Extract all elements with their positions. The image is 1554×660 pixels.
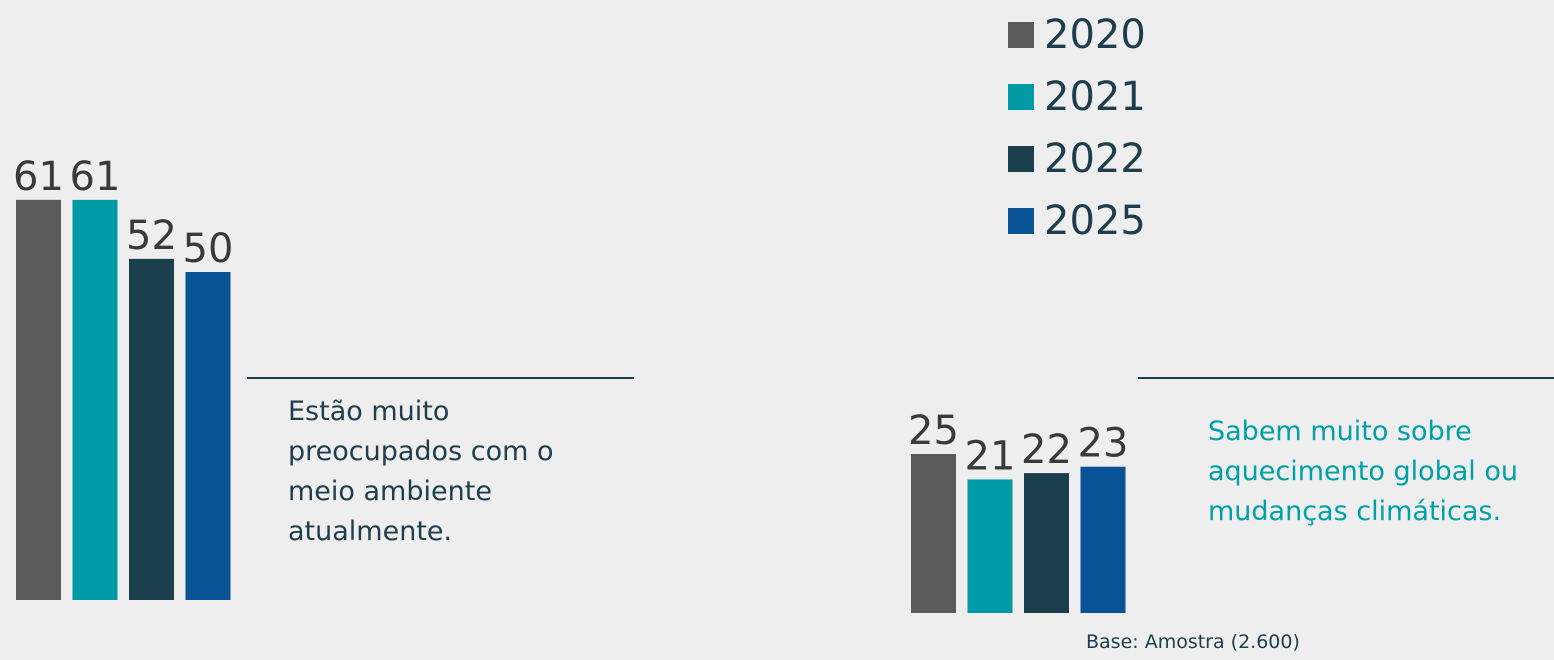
- divider-line-right: [1138, 377, 1554, 379]
- value-label-2-2020: 25: [908, 408, 959, 454]
- legend-swatch-2025: [1008, 208, 1034, 234]
- bar-2-2022: [1024, 473, 1069, 613]
- legend-swatch-2022: [1008, 146, 1034, 172]
- legend: 2020 2021 2022 2025: [1008, 4, 1146, 252]
- value-label-1-2025: 50: [183, 226, 234, 272]
- base-note: Base: Amostra (2.600): [1086, 631, 1300, 653]
- bar-1-2022: [129, 258, 174, 600]
- value-label-1-2020: 61: [13, 154, 64, 200]
- legend-swatch-2021: [1008, 84, 1034, 110]
- value-label-2-2025: 23: [1078, 421, 1129, 467]
- bar-2-2020: [911, 454, 956, 613]
- caption-climate-knowledge: Sabem muito sobre aquecimento global ou …: [1208, 416, 1519, 527]
- caption-environment-concern: Estão muito preocupados com o meio ambie…: [288, 396, 554, 547]
- value-label-1-2021: 61: [70, 154, 121, 200]
- legend-item-2025: 2025: [1008, 190, 1146, 252]
- legend-item-2022: 2022: [1008, 128, 1146, 190]
- bar-2-2025: [1080, 466, 1126, 613]
- bar-1-2021: [72, 199, 118, 600]
- legend-label-2025: 2025: [1044, 198, 1146, 244]
- bar-2-2021: [967, 479, 1013, 613]
- legend-label-2022: 2022: [1044, 136, 1146, 182]
- legend-swatch-2020: [1008, 22, 1034, 48]
- bar-1-2020: [16, 199, 61, 600]
- bar-1-2025: [185, 272, 231, 600]
- legend-label-2020: 2020: [1044, 12, 1146, 58]
- legend-item-2020: 2020: [1008, 4, 1146, 66]
- legend-item-2021: 2021: [1008, 66, 1146, 128]
- legend-label-2021: 2021: [1044, 74, 1146, 120]
- value-label-1-2022: 52: [126, 213, 177, 259]
- value-label-2-2022: 22: [1021, 427, 1072, 473]
- divider-line-left: [247, 377, 634, 379]
- value-label-2-2021: 21: [965, 433, 1016, 479]
